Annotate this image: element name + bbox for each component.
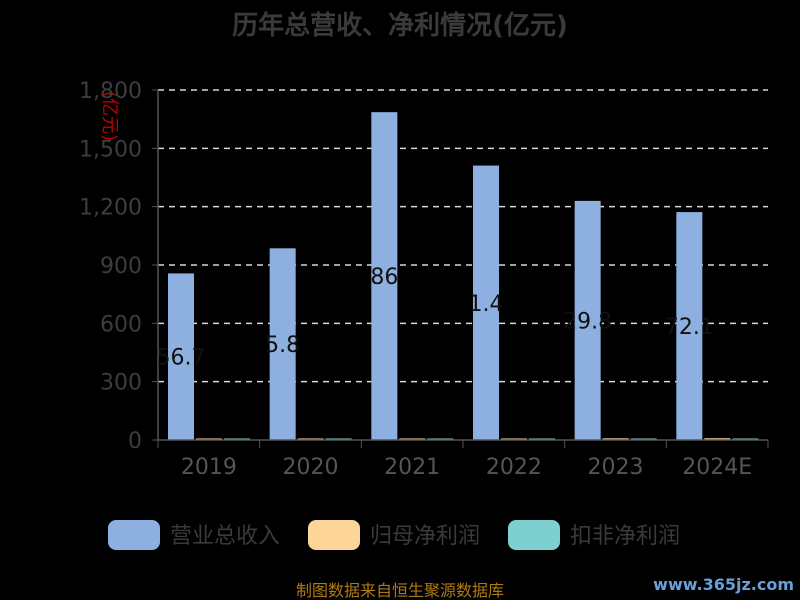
bar-1 [473,165,499,441]
y-axis-label: (亿元) [99,91,120,141]
source-note: 制图数据来自恒生聚源数据库 [296,581,504,600]
x-tick-label: 2019 [181,455,237,480]
bar-1 [574,200,601,440]
legend-label: 营业总收入 [170,524,280,549]
chart-title: 历年总营收、净利情况(亿元) [232,10,568,41]
legend-swatch [108,520,160,550]
legend-label: 扣非净利润 [570,524,680,549]
bar-1 [168,273,194,440]
bar-1 [371,112,398,441]
legend-label: 归母净利润 [370,524,480,549]
y-axis-ticks: 0 300 600 900 1,200 1,500 1,800 [79,79,158,454]
legend-swatch [508,520,560,550]
data-labels: 56.7 5.8 86 1.4 29.8 72.1 [157,265,714,371]
watermark: www.365jz.com [653,575,794,594]
gridlines [158,89,768,383]
x-tick-label: 2020 [283,455,339,480]
legend-swatch [308,520,360,550]
y-tick-label: 900 [100,254,142,279]
data-label: 1.4 [469,292,504,317]
y-tick-label: 300 [100,371,142,396]
x-tick-label: 2022 [486,455,542,480]
x-tick-label: 2023 [588,455,644,480]
bar-2 [704,438,731,440]
x-tick-label: 2021 [384,455,440,480]
data-label: 29.8 [563,309,612,334]
data-label: 56.7 [157,346,206,371]
x-tick-label: 2024E [682,455,752,480]
data-label: 86 [370,265,398,290]
x-axis: 2019 2020 2021 2022 2023 2024E [157,90,769,480]
legend: 营业总收入 归母净利润 扣非净利润 [108,520,680,550]
bars [168,112,759,441]
y-tick-label: 1,500 [79,137,142,162]
bar-2 [602,438,629,440]
y-tick-label: 1,800 [79,79,142,104]
data-label: 5.8 [265,333,300,358]
data-label: 72.1 [665,315,714,340]
bar-1 [676,212,703,440]
bar-1 [269,248,296,440]
y-tick-label: 1,200 [79,196,142,221]
y-tick-label: 600 [100,312,142,337]
y-tick-label: 0 [128,429,142,454]
